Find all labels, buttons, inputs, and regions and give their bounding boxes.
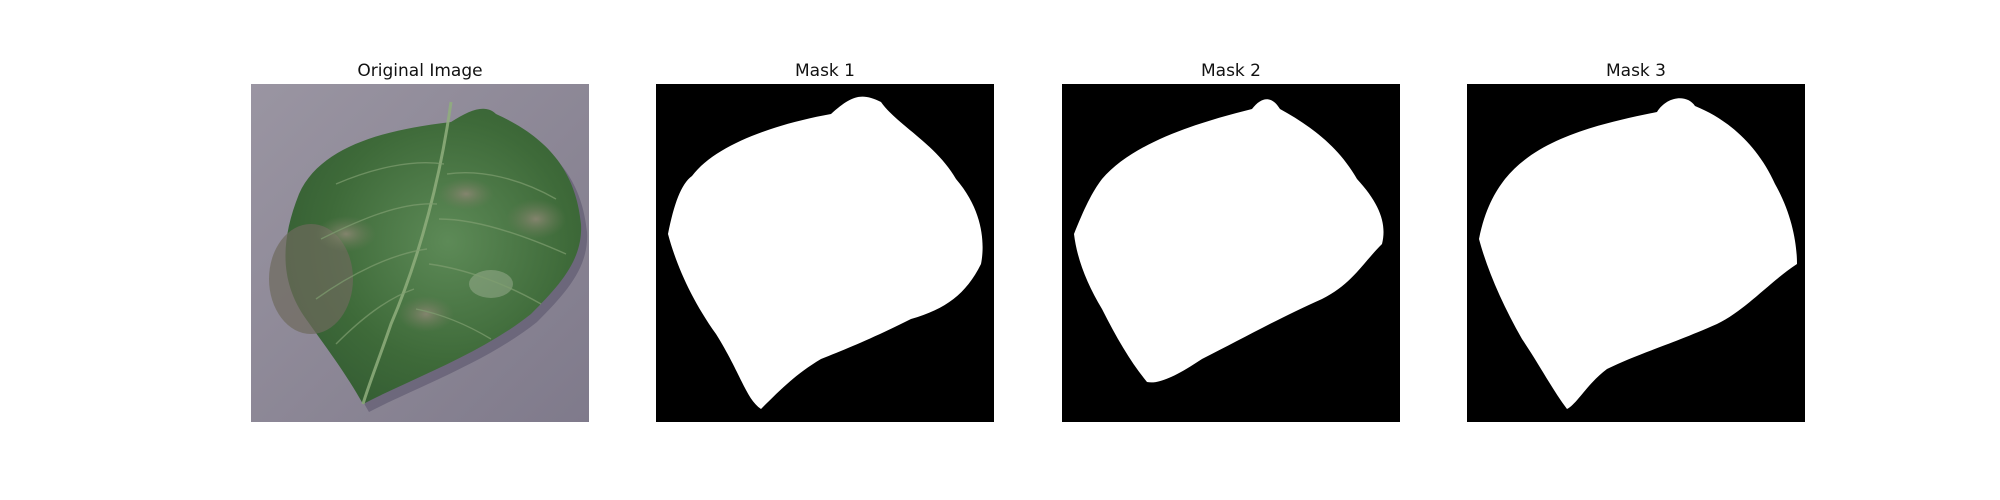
original-leaf-image — [251, 84, 589, 422]
mask-1-image — [656, 84, 994, 422]
original-image-panel: Original Image — [251, 58, 589, 422]
mask-3-foreground — [1479, 98, 1797, 410]
leaf-shape — [285, 108, 582, 405]
panel-title: Mask 3 — [1605, 61, 1666, 81]
mask-3-image — [1467, 84, 1805, 422]
panel-title: Original Image — [357, 61, 483, 81]
panel-title: Mask 2 — [1200, 61, 1261, 81]
mask-1-panel: Mask 1 — [656, 58, 994, 422]
mask-2-panel: Mask 2 — [1062, 58, 1400, 422]
mask-1-foreground — [668, 96, 983, 409]
panel-title: Mask 1 — [794, 61, 855, 81]
mask-3-panel: Mask 3 — [1467, 58, 1805, 422]
mask-2-foreground — [1074, 99, 1384, 383]
mask-2-image — [1062, 84, 1400, 422]
